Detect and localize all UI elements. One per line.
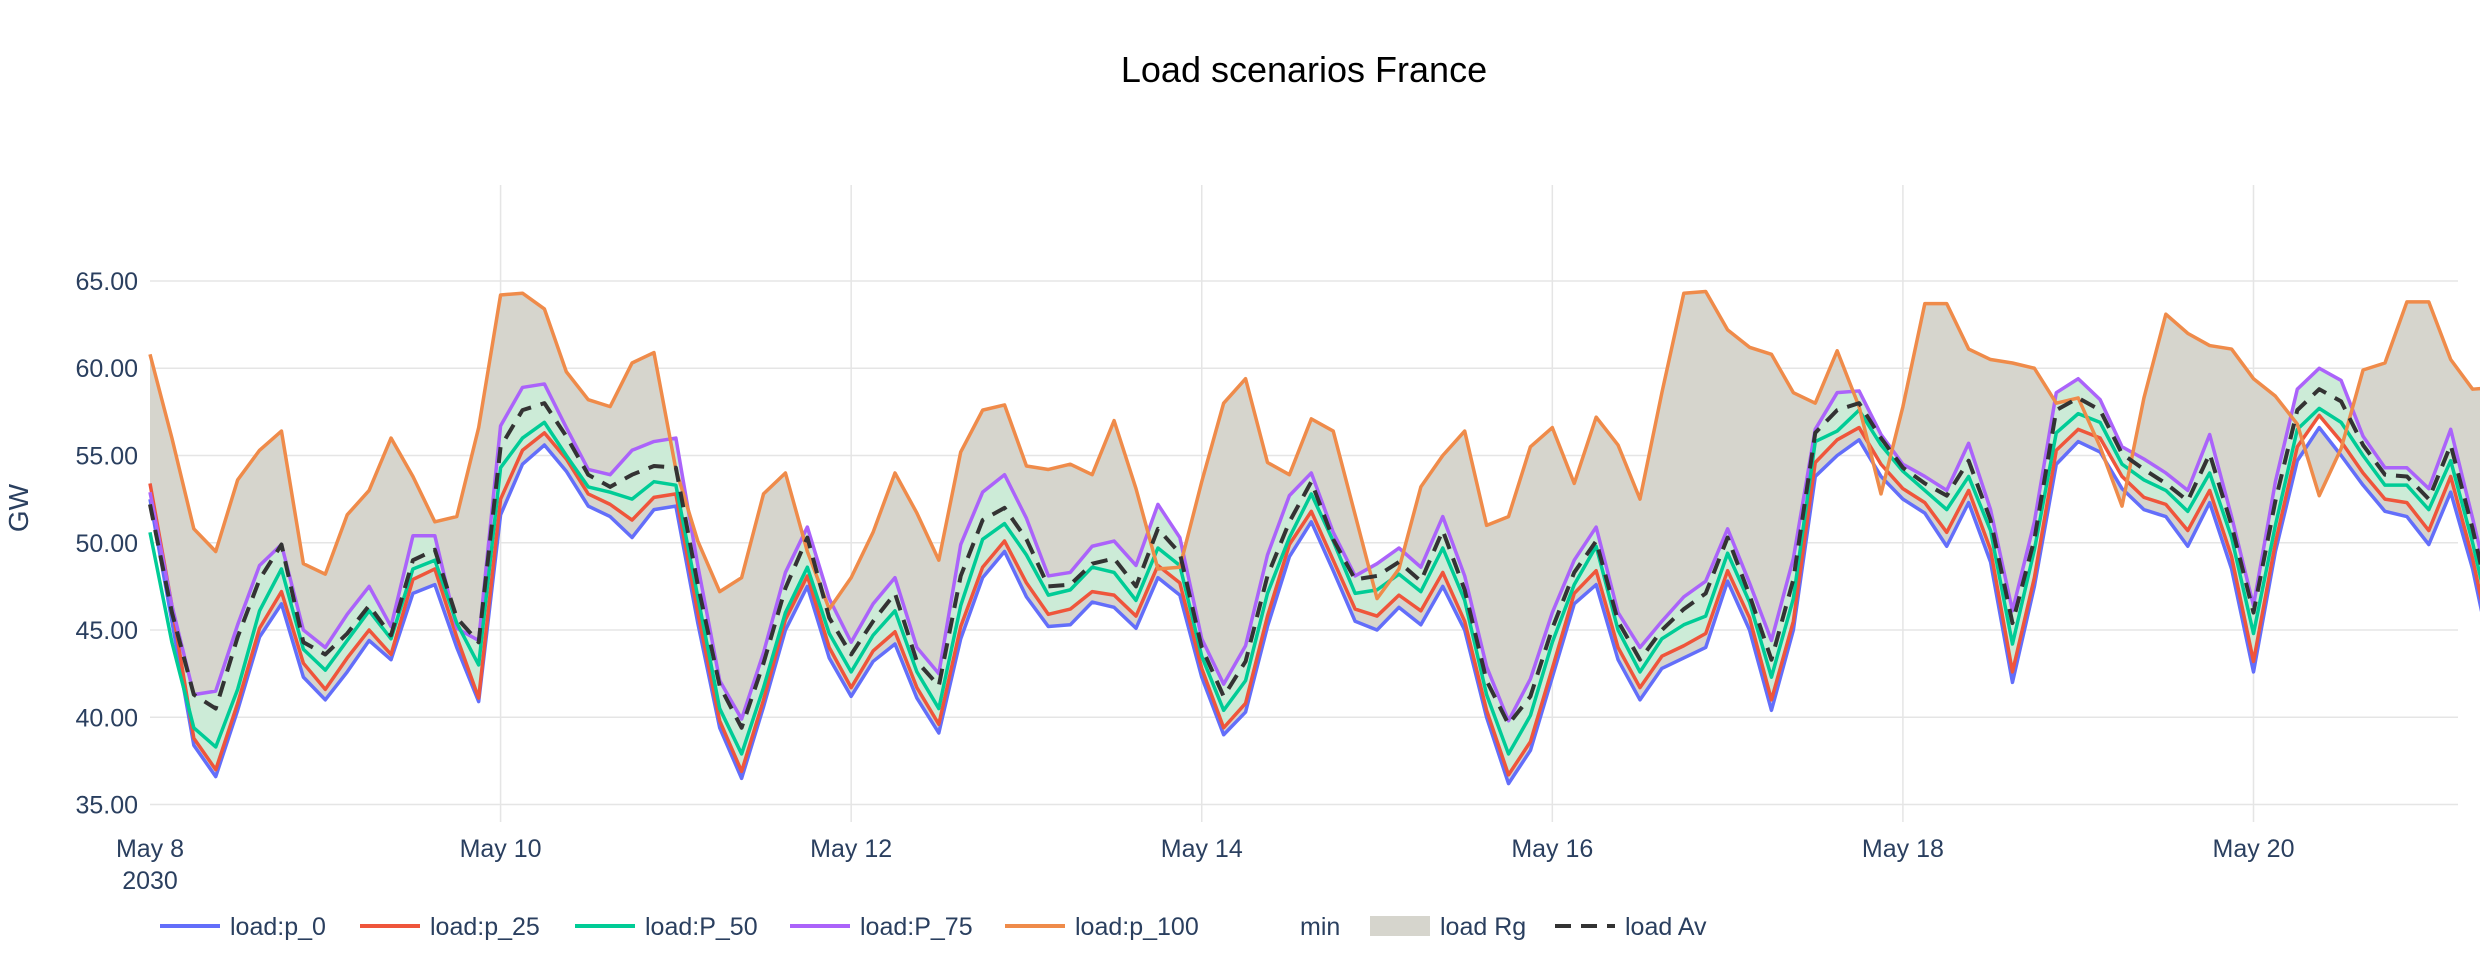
x-tick-sublabel: 2030 bbox=[122, 867, 178, 895]
y-tick-label: 65.00 bbox=[75, 268, 138, 296]
y-tick-label: 40.00 bbox=[75, 704, 138, 732]
legend-label: load:P_75 bbox=[860, 913, 973, 941]
legend-label: load:P_50 bbox=[645, 913, 758, 941]
x-tick-label: May 10 bbox=[460, 835, 542, 863]
legend-item-load-p-50[interactable]: load:P_50 bbox=[575, 913, 758, 941]
legend-item-min[interactable]: min bbox=[1300, 913, 1340, 941]
series-line-load-p-100 bbox=[148, 289, 2480, 611]
series-line-load-p-50 bbox=[148, 406, 2480, 756]
legend-label: load:p_100 bbox=[1075, 913, 1199, 941]
series-lines bbox=[148, 289, 2480, 786]
y-axis-title: GW bbox=[3, 483, 34, 532]
series-line-load-av bbox=[148, 387, 2480, 730]
y-tick-label: 60.00 bbox=[75, 355, 138, 383]
series-line-load-p-25 bbox=[148, 413, 2480, 777]
legend-item-load-p-100[interactable]: load:p_100 bbox=[1005, 913, 1199, 941]
legend-label: load:p_25 bbox=[430, 913, 540, 941]
x-tick-label: May 14 bbox=[1161, 835, 1243, 863]
bands bbox=[150, 291, 2480, 784]
load-range-band bbox=[150, 291, 2480, 784]
x-tick-label: May 18 bbox=[1862, 835, 1944, 863]
legend-label: load Av bbox=[1625, 913, 1707, 941]
legend[interactable]: load:p_0 load:p_25 load:P_50 load:P_75 load:… bbox=[160, 913, 1707, 941]
legend-label: min bbox=[1300, 913, 1340, 941]
y-tick-label: 45.00 bbox=[75, 617, 138, 645]
inner-quantile-band bbox=[150, 368, 2480, 775]
legend-item-load-p-25[interactable]: load:p_25 bbox=[360, 913, 540, 941]
legend-swatch bbox=[1370, 916, 1430, 936]
y-tick-label: 35.00 bbox=[75, 792, 138, 820]
legend-item-load-av[interactable]: load Av bbox=[1555, 913, 1707, 941]
x-tick-label: May 16 bbox=[1511, 835, 1593, 863]
series-line-load-p-0 bbox=[148, 425, 2480, 786]
x-tick-label: May 8 bbox=[116, 835, 184, 863]
legend-label: load:p_0 bbox=[230, 913, 326, 941]
y-tick-label: 55.00 bbox=[75, 443, 138, 471]
legend-item-load-p-0[interactable]: load:p_0 bbox=[160, 913, 326, 941]
x-tick-label: May 20 bbox=[2213, 835, 2295, 863]
x-axis-ticks: May 8 May 10 May 12 May 14 May 16 May 18 May 2… bbox=[116, 835, 2295, 895]
y-axis-ticks: 35.00 40.00 45.00 50.00 55.00 60.00 65.00 bbox=[75, 268, 138, 820]
legend-label: load Rg bbox=[1440, 913, 1526, 941]
chart-title: Load scenarios France bbox=[1121, 49, 1487, 90]
legend-item-load-p-75[interactable]: load:P_75 bbox=[790, 913, 973, 941]
y-tick-label: 50.00 bbox=[75, 530, 138, 558]
legend-item-load-rg[interactable]: load Rg bbox=[1370, 913, 1526, 941]
x-tick-label: May 12 bbox=[810, 835, 892, 863]
series-line-load-p-75 bbox=[148, 366, 2480, 723]
